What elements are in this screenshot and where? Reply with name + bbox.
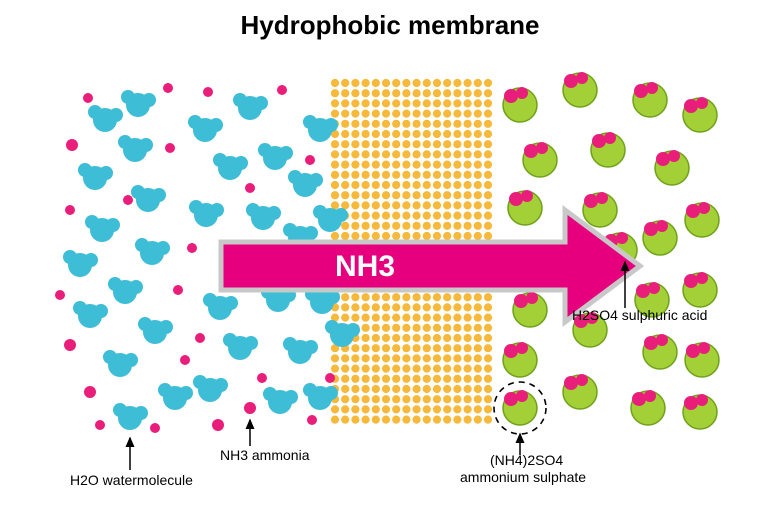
- diagram-canvas: Hydrophobic membrane NH3 H2O watermolecule…: [0, 0, 780, 520]
- diagram-title: Hydrophobic membrane: [240, 10, 539, 40]
- diagram-label: H2SO4 sulphuric acid: [572, 307, 707, 323]
- diagram-label: (NH4)2SO4: [490, 452, 563, 468]
- diagram-svg: Hydrophobic membrane NH3 H2O watermolecule…: [0, 0, 780, 520]
- diagram-label: H2O watermolecule: [70, 472, 193, 488]
- diagram-label: ammonium sulphate: [460, 469, 586, 485]
- arrow-label: NH3: [335, 250, 395, 283]
- diagram-label: NH3 ammonia: [220, 447, 310, 463]
